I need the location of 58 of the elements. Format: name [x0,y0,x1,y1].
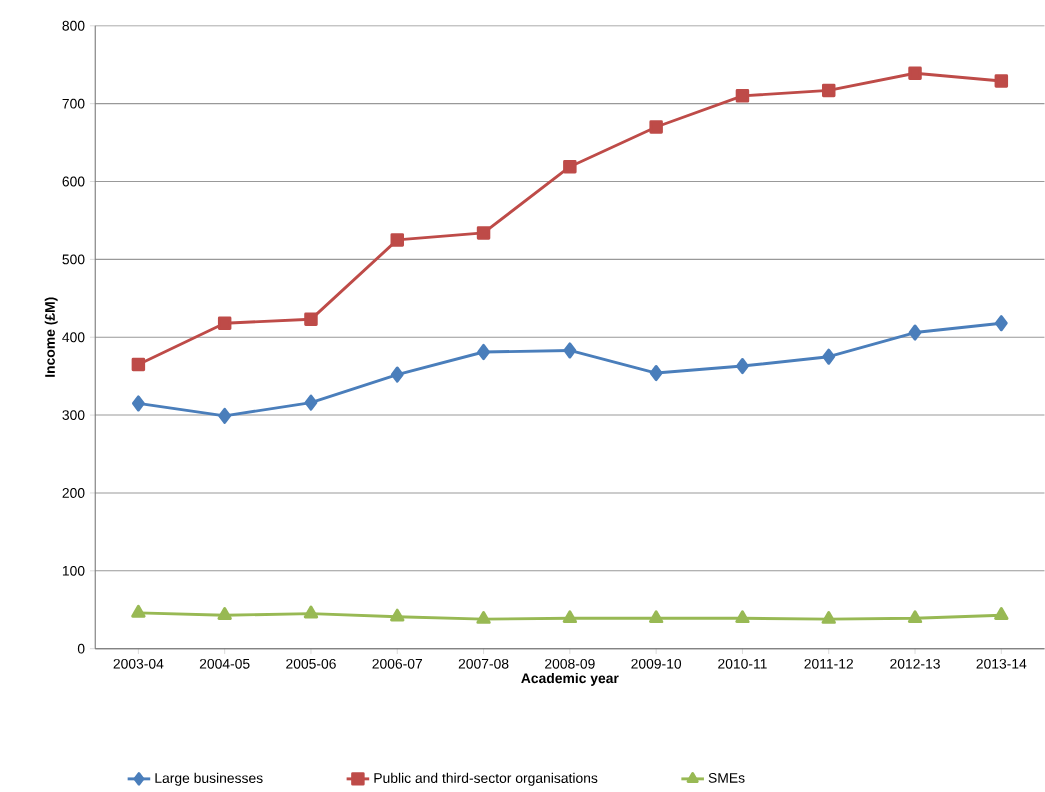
point [736,358,749,375]
point [217,316,232,331]
point [648,610,664,624]
legend-label: SMEs [708,773,745,784]
x-tick-label: 2009-10 [631,659,682,669]
x-axis-title: Academic year [521,673,619,687]
point [217,607,232,621]
point [822,348,836,366]
point [821,83,836,98]
point [390,366,404,383]
point [131,357,146,372]
x-tick-label: 2013-14 [976,659,1027,669]
point [390,608,405,622]
x-tick-label: 2004-05 [199,659,250,669]
point [131,605,146,618]
y-tick-label: 200 [62,488,85,499]
x-tick-label: 2011-12 [804,659,853,669]
point [994,315,1008,332]
point [994,607,1009,621]
y-tick-label: 700 [62,98,85,109]
x-tick-label: 2005-06 [286,659,336,669]
point [304,312,318,327]
point [476,226,491,240]
x-tick-label: 2008-09 [545,659,595,669]
y-tick-label: 500 [62,254,85,265]
point [563,342,577,359]
x-tick-label: 2006-07 [372,659,423,669]
y-tick-label: 300 [62,410,85,421]
point [649,365,663,382]
point [303,605,319,619]
y-tick-label: 400 [62,332,85,343]
point [994,74,1009,89]
legend-label: Large businesses [155,773,263,786]
point [821,611,836,625]
point [907,610,923,624]
x-tick-label: 2010-11 [718,659,767,669]
point [562,610,578,624]
x-tick-label: 2012-13 [890,659,940,669]
y-tick-label: 600 [62,176,85,187]
point [908,324,922,341]
point [735,610,750,624]
point [218,408,232,425]
legend-label: Public and third-sector organisations [374,773,598,786]
point [563,160,577,174]
x-tick-label: 2007-08 [458,659,509,669]
point [390,233,405,247]
x-tick-label: 2003-04 [113,659,164,669]
point [649,120,663,134]
point [131,395,145,412]
y-axis-title: Income (£M) [44,297,58,378]
point [304,394,318,411]
y-tick-label: 800 [62,21,85,31]
y-tick-label: 100 [62,566,85,576]
point [908,66,922,81]
point [476,611,491,625]
y-tick-label: 0 [77,644,85,654]
point [735,89,750,103]
point [477,344,490,361]
